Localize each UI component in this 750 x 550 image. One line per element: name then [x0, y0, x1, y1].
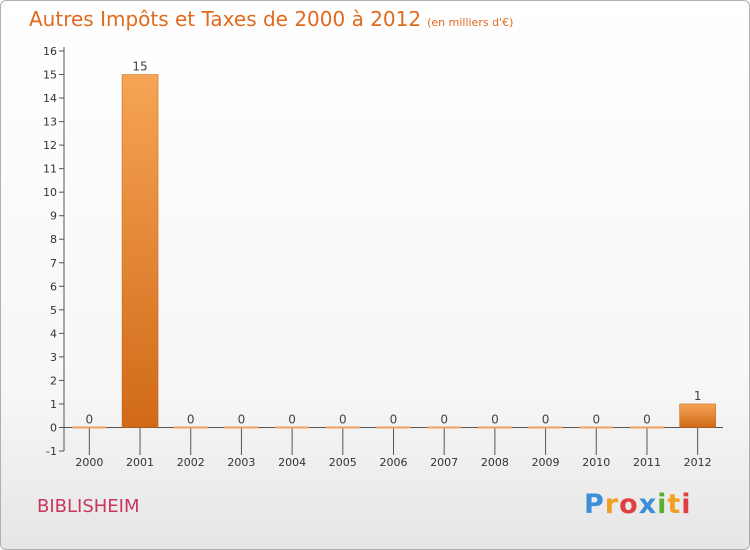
data-label-2006: 0: [390, 412, 398, 426]
x-tick-label-2001: 2001: [126, 456, 154, 469]
bar-2008: [477, 426, 512, 429]
x-tick-label-2012: 2012: [684, 456, 712, 469]
bar-2012: [679, 403, 716, 428]
bar-2001: [121, 74, 159, 428]
proxiti-logo: Proxiti: [584, 489, 692, 520]
logo-letter: P: [584, 489, 605, 520]
x-tick-label-2004: 2004: [278, 456, 306, 469]
x-tick-label-2009: 2009: [532, 456, 560, 469]
logo-letter: t: [667, 489, 682, 520]
data-label-2003: 0: [238, 412, 246, 426]
chart-title-text: Autres Impôts et Taxes de 2000 à 2012: [29, 7, 422, 31]
location-name: BIBLISHEIM: [37, 496, 140, 517]
y-tick-label-12: 11: [43, 163, 57, 176]
y-tick-label-17: 16: [43, 45, 57, 58]
x-tick-label-2008: 2008: [481, 456, 509, 469]
x-tick-label-2011: 2011: [633, 456, 661, 469]
data-label-2000: 0: [86, 412, 94, 426]
y-tick-label-5: 4: [50, 327, 57, 340]
logo-letter: r: [604, 489, 620, 520]
bar-2006: [376, 426, 411, 429]
data-label-2009: 0: [542, 412, 550, 426]
data-label-2002: 0: [187, 412, 195, 426]
chart-subtitle: (en milliers d'€): [427, 16, 514, 29]
x-tick-label-2006: 2006: [380, 456, 408, 469]
y-tick-label-10: 9: [50, 210, 57, 223]
data-label-2005: 0: [339, 412, 347, 426]
data-label-2004: 0: [288, 412, 296, 426]
y-tick-label-6: 5: [50, 304, 57, 317]
bar-2007: [427, 426, 462, 429]
y-tick-label-16: 15: [43, 69, 57, 82]
y-tick-label-8: 7: [50, 257, 57, 270]
y-tick-label-9: 8: [50, 233, 57, 246]
y-tick-label-0: -1: [46, 445, 57, 458]
bar-2000: [72, 426, 107, 429]
y-tick-label-13: 12: [43, 139, 57, 152]
y-tick-label-11: 10: [43, 186, 57, 199]
x-tick-label-2007: 2007: [430, 456, 458, 469]
bar-2004: [275, 426, 310, 429]
data-label-2011: 0: [643, 412, 651, 426]
y-tick-label-7: 6: [50, 280, 57, 293]
data-label-2010: 0: [592, 412, 600, 426]
x-tick-label-2005: 2005: [329, 456, 357, 469]
chart-title: Autres Impôts et Taxes de 2000 à 2012 (en…: [29, 7, 513, 31]
y-tick-label-2: 1: [50, 398, 57, 411]
logo-letter: i: [657, 489, 668, 520]
bar-2011: [629, 426, 664, 429]
bar-2005: [325, 426, 360, 429]
x-tick-label-2000: 2000: [75, 456, 103, 469]
x-tick-label-2010: 2010: [582, 456, 610, 469]
bar-2010: [579, 426, 614, 429]
y-tick-label-14: 13: [43, 116, 57, 129]
y-tick-label-3: 2: [50, 374, 57, 387]
y-tick-label-4: 3: [50, 351, 57, 364]
bar-2003: [224, 426, 259, 429]
logo-letter: x: [638, 489, 658, 520]
y-tick-label-1: 0: [50, 421, 57, 434]
data-label-2007: 0: [440, 412, 448, 426]
data-label-2012: 1: [694, 389, 702, 403]
logo-letter: o: [619, 489, 639, 520]
bar-2002: [173, 426, 208, 429]
data-label-2008: 0: [491, 412, 499, 426]
y-tick-label-15: 14: [43, 92, 57, 105]
x-tick-label-2003: 2003: [227, 456, 255, 469]
bar-2009: [528, 426, 563, 429]
logo-letter: i: [681, 489, 692, 520]
x-tick-label-2002: 2002: [177, 456, 205, 469]
data-label-2001: 15: [132, 60, 147, 74]
